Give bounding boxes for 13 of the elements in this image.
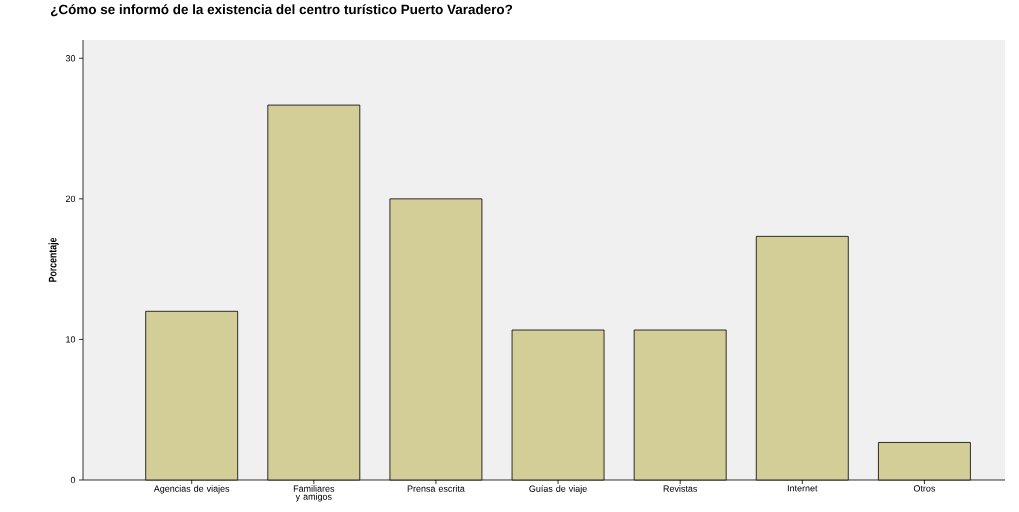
y-tick-label: 30 <box>65 55 76 62</box>
y-axis-title: Porcentaje <box>48 237 59 282</box>
x-tick-label: Agencias de viajes <box>153 485 230 494</box>
x-tick-label: Revistas <box>663 485 698 492</box>
y-tick-label: 10 <box>66 336 76 343</box>
x-tick-label: Internet <box>787 485 818 492</box>
x-tick-label: Familiares y amigos <box>293 485 335 502</box>
chart-title: ¿Cómo se informó de la existencia del centro turístico Puerto Varadero? <box>50 4 513 17</box>
x-tick-label: Guías de viaje <box>529 485 587 494</box>
y-tick-label: 20 <box>65 195 76 203</box>
x-tick-label: Otros <box>913 485 936 492</box>
x-tick-label: Prensa escrita <box>407 485 465 492</box>
y-tick-label: 0 <box>70 476 76 484</box>
